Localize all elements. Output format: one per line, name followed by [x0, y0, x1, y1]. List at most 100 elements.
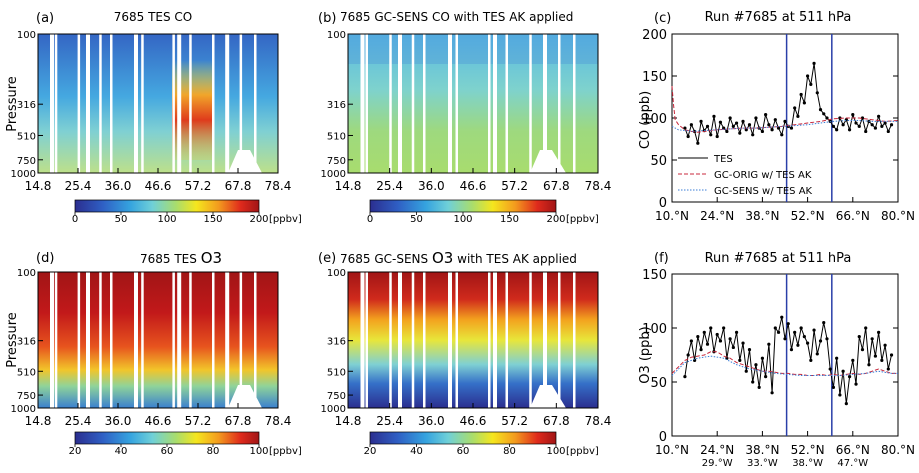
tes-point	[877, 114, 881, 118]
tes-point	[831, 124, 836, 128]
tes-point	[754, 116, 758, 120]
colorbar-tick-label: 0	[72, 214, 78, 225]
data-gap	[448, 272, 452, 408]
pressure-tick-label: 1000	[11, 169, 36, 180]
pressure-ticks-b: 100 316 510 750 1000	[321, 30, 353, 180]
panel-f: (f) Run #7685 at 511 hPa O3 (ppb) 0 50 100…	[638, 251, 915, 469]
heatmap-e-gaps	[360, 272, 576, 408]
legend-label: GC-ORIG w/ TES AK	[714, 170, 812, 181]
legend-label: GC-SENS w/ TES AK	[714, 186, 813, 197]
tes-point	[809, 82, 813, 86]
tes-point	[889, 353, 894, 357]
data-gap	[54, 272, 58, 408]
pressure-tick-label: 750	[327, 391, 346, 402]
pressure-tick-label: 510	[327, 131, 346, 142]
data-gap	[239, 34, 243, 173]
lat-tick-label: 46.6	[145, 179, 172, 193]
tes-point	[802, 335, 806, 339]
data-gap	[365, 272, 368, 408]
data-gap	[50, 272, 54, 408]
heatmap-b-terrain	[530, 150, 566, 173]
tes-point	[770, 128, 774, 132]
colorbar-tick-label: 40	[410, 446, 423, 457]
tes-point	[734, 121, 739, 125]
data-gap	[141, 34, 144, 173]
colorbar-co-a: 0 50 100 150 200 [ppbv]	[72, 199, 302, 225]
tes-point	[860, 348, 865, 352]
lat-tick-label: 67.8	[543, 179, 570, 193]
tes-point	[883, 121, 887, 125]
y-tick-label: 50	[650, 154, 667, 169]
x-tick-label: 10.°N	[655, 209, 689, 223]
panel-a-title: 7685 TES CO	[114, 10, 193, 24]
pressure-label-d: Pressure	[5, 312, 20, 368]
colorbar-tick-label: 50	[410, 214, 423, 225]
x-tick2-label: 33.°W	[747, 458, 778, 469]
data-gap	[172, 34, 175, 173]
panel-e-title: 7685 GC-SENS O3 with TES AK applied	[340, 249, 577, 267]
panel-c-title: Run #7685 at 511 hPa	[705, 10, 852, 25]
tes-point	[751, 133, 755, 137]
data-gap	[254, 272, 257, 408]
colorbar-tick-label: 150	[203, 214, 222, 225]
colorbar-co-a-unit: [ppbv]	[269, 214, 302, 225]
lat-tick-label: 25.4	[376, 179, 403, 193]
x-tick-label: 38.°N	[745, 443, 779, 457]
pressure-tick-label: 316	[17, 100, 36, 111]
data-gap	[110, 34, 113, 173]
tes-point	[873, 126, 878, 130]
colorbar-o3-d-ticks: 20 40 60 80 100	[69, 444, 269, 457]
tes-point	[741, 341, 745, 345]
data-gap	[54, 34, 58, 173]
tes-point	[734, 330, 739, 334]
tes-point	[689, 339, 693, 343]
tes-point	[851, 358, 855, 362]
x-tick-label: 80.°N	[881, 443, 915, 457]
data-gap	[573, 34, 576, 173]
tes-point	[689, 123, 693, 127]
data-gap	[398, 34, 402, 173]
data-gap	[455, 272, 458, 408]
tes-point	[847, 128, 852, 132]
tes-point	[699, 348, 703, 352]
x-tick-label: 24.°N	[700, 209, 734, 223]
colorbar-tick-label: 200	[546, 214, 565, 225]
pressure-tick-label: 316	[327, 100, 346, 111]
x-tick-label: 66.°N	[836, 209, 870, 223]
lat-tick-label: 25.4	[65, 414, 92, 428]
y-tick-label: 100	[642, 322, 667, 337]
data-gap	[558, 272, 561, 408]
tes-point	[841, 123, 845, 127]
pressure-ticks-d: 100 316 510 750 1000	[11, 268, 43, 415]
tes-point	[844, 402, 848, 406]
series-gc-orig-w-tes-ak	[671, 86, 899, 133]
panel-b-letter: (b)	[318, 11, 336, 26]
tes-point	[799, 92, 803, 97]
tes-point	[870, 337, 874, 341]
heatmap-b-gaps	[360, 34, 576, 173]
y-tick-label: 200	[642, 28, 667, 43]
y-tick-label: 50	[650, 376, 667, 391]
tes-point	[751, 380, 755, 384]
colorbar-co-b-unit: [ppbv]	[566, 214, 599, 225]
tes-point	[773, 118, 777, 122]
series-gc-orig-w-tes-ak	[671, 351, 898, 377]
x-tick-label: 38.°N	[745, 209, 779, 223]
tes-point	[725, 129, 729, 134]
x-tick-label: 10.°N	[655, 443, 689, 457]
tes-point	[702, 330, 706, 334]
panel-b: (b) 7685 GC-SENS CO with TES AK applied …	[318, 10, 611, 225]
data-gap	[134, 272, 138, 408]
tes-point	[818, 339, 823, 343]
tes-point	[696, 335, 700, 339]
data-gap	[360, 34, 365, 173]
pressure-tick-label: 100	[17, 268, 36, 279]
tes-point	[880, 358, 884, 362]
pressure-tick-label: 100	[17, 30, 36, 41]
panel-e: (e) 7685 GC-SENS O3 with TES AK applied …	[318, 249, 611, 457]
tes-point	[718, 120, 723, 124]
data-gap	[389, 34, 392, 173]
tes-point	[806, 74, 810, 78]
tes-point	[835, 128, 839, 132]
tes-point	[867, 363, 871, 367]
